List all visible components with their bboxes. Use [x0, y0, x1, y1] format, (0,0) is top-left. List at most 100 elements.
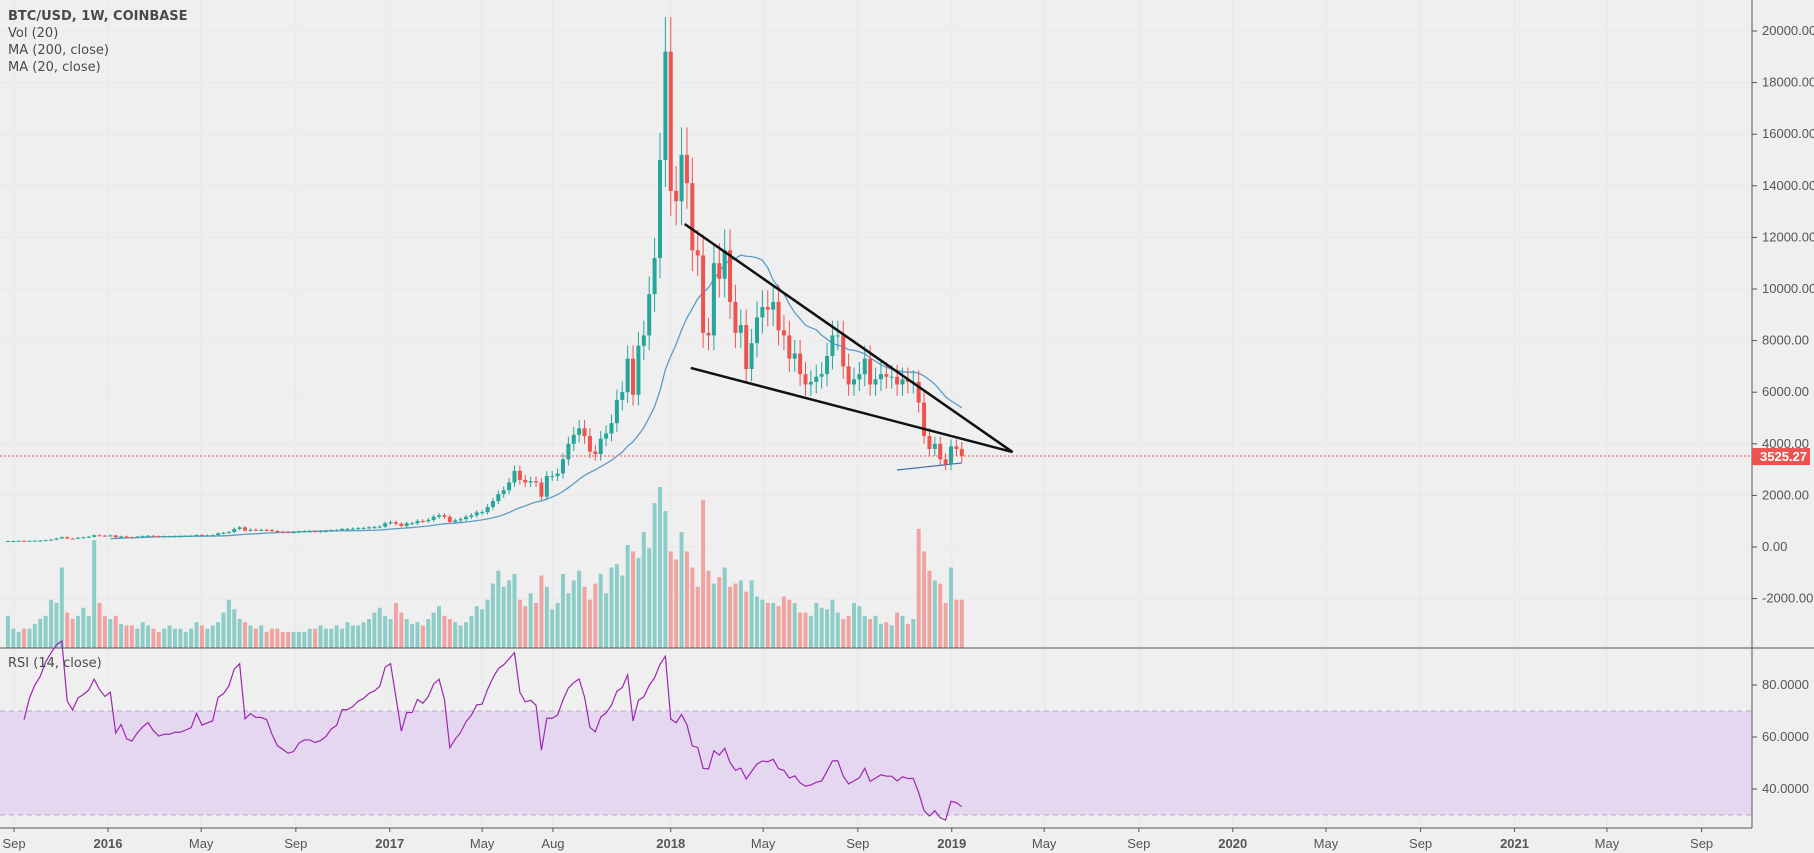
time-tick-label: 2016: [94, 836, 123, 851]
volume-bar: [156, 631, 161, 648]
volume-bar: [253, 628, 258, 648]
volume-bar: [781, 596, 786, 648]
candle: [922, 392, 927, 444]
ma20-line: [110, 254, 963, 540]
candle: [512, 465, 517, 488]
candle: [657, 132, 662, 279]
volume-bar: [911, 619, 916, 648]
candle-body: [485, 507, 490, 513]
rsi-indicator-label[interactable]: RSI (14, close): [8, 656, 102, 671]
candle: [151, 534, 156, 537]
candle: [927, 428, 932, 456]
candle-body: [841, 335, 846, 367]
candle: [259, 528, 264, 532]
volume-bar: [717, 577, 722, 648]
volume-indicator-label[interactable]: Vol (20): [8, 26, 59, 41]
candle-body: [199, 535, 204, 537]
candle: [593, 444, 598, 461]
candle-body: [544, 476, 549, 497]
candle: [350, 527, 355, 531]
price-tick-label: 12000.00: [1762, 229, 1814, 244]
candle: [447, 514, 452, 524]
time-tick-label: Sep: [846, 836, 869, 851]
volume-bar: [210, 625, 215, 648]
volume-bar: [507, 580, 512, 648]
candle: [129, 536, 134, 539]
candle-body: [221, 532, 226, 534]
volume-bar: [59, 567, 64, 648]
candle: [560, 453, 565, 479]
candle-body: [318, 531, 323, 533]
volume-bar: [749, 580, 754, 648]
candle-body: [124, 536, 129, 538]
volume-bar: [647, 548, 652, 648]
volume-bar: [539, 575, 544, 648]
ma200-indicator-label[interactable]: MA (200, close): [8, 43, 109, 58]
volume-bar: [345, 622, 350, 648]
candle: [695, 229, 700, 276]
volume-bar: [172, 628, 177, 648]
volume-bar: [577, 570, 582, 648]
volume-bar: [393, 602, 398, 648]
candle: [485, 504, 490, 515]
candle-body: [102, 535, 107, 537]
candle: [75, 537, 80, 540]
candle: [420, 519, 425, 524]
candle: [156, 535, 161, 538]
candle-body: [264, 529, 269, 531]
candle: [938, 436, 943, 466]
price-tick-label: 0.00: [1762, 539, 1787, 554]
candle: [808, 370, 813, 396]
candle-body: [490, 501, 495, 508]
volume-bar: [787, 599, 792, 648]
volume-bar: [485, 599, 490, 648]
volume-bar: [857, 606, 862, 648]
volume-bar: [851, 602, 856, 648]
candle: [334, 529, 339, 532]
candle-body: [895, 376, 900, 385]
volume-bars: [5, 487, 964, 648]
trendline-lower[interactable]: [690, 366, 1013, 454]
ma20-indicator-label[interactable]: MA (20, close): [8, 60, 101, 75]
trendline-upper[interactable]: [683, 222, 1014, 454]
candle: [189, 535, 194, 537]
candle-body: [701, 255, 706, 333]
volume-bar: [932, 580, 937, 648]
volume-bar: [684, 551, 689, 648]
candle: [884, 362, 889, 389]
volume-bar: [754, 596, 759, 648]
candle: [54, 537, 59, 541]
candle: [291, 531, 296, 534]
candle: [280, 530, 285, 534]
candle-body: [647, 294, 652, 336]
candle-body: [453, 520, 458, 522]
candle-body: [835, 335, 840, 337]
candle-body: [480, 512, 485, 514]
volume-bar: [135, 628, 140, 648]
candle-body: [636, 345, 641, 395]
candle-body: [183, 536, 188, 538]
volume-bar: [275, 628, 280, 648]
price-tick-label: 6000.00: [1762, 384, 1809, 399]
candle-body: [706, 332, 711, 336]
candle-body: [226, 532, 231, 534]
candle-body: [113, 535, 118, 538]
volume-bar: [868, 619, 873, 648]
candle-body: [377, 526, 382, 528]
candle-body: [388, 522, 393, 524]
volume-bar: [70, 619, 75, 648]
candle-body: [738, 325, 743, 333]
candle-body: [625, 358, 630, 393]
candle: [771, 284, 776, 327]
candle: [108, 534, 113, 537]
candle-body: [582, 428, 587, 437]
volume-bar: [226, 599, 231, 648]
candle-body: [216, 533, 221, 536]
volume-bar: [625, 544, 630, 648]
candle-body: [22, 540, 27, 542]
candle-body: [862, 358, 867, 375]
volume-bar: [442, 615, 447, 648]
volume-bar: [232, 609, 237, 648]
volume-bar: [765, 602, 770, 648]
